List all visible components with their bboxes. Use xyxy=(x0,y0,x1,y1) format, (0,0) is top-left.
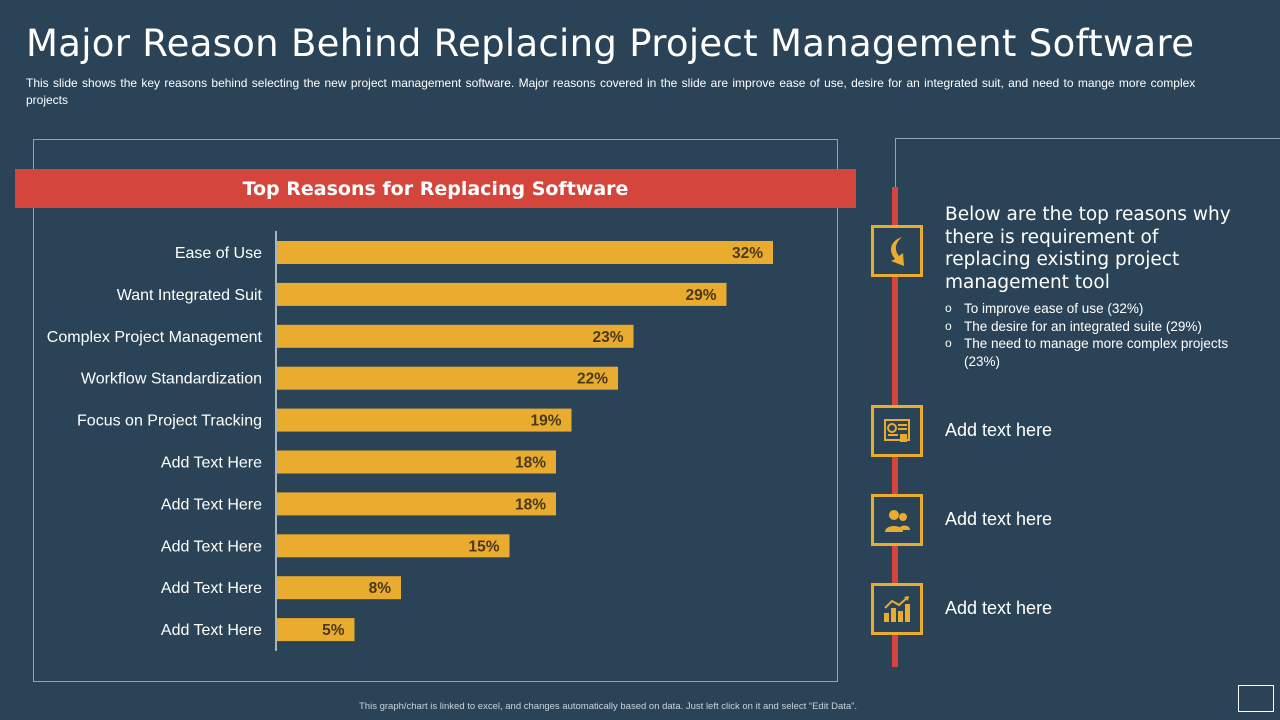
curved-arrow-icon-box xyxy=(871,225,923,277)
slide-subtitle: This slide shows the key reasons behind … xyxy=(26,76,1196,107)
bar[interactable] xyxy=(277,450,556,474)
placeholder-text-2[interactable]: Add text here xyxy=(945,509,1053,529)
bar-value-label: 5% xyxy=(322,622,345,639)
category-label: Add Text Here xyxy=(161,622,262,639)
bar-value-label: 29% xyxy=(685,287,716,304)
growth-chart-icon-box xyxy=(871,583,923,635)
team-people-icon-box xyxy=(871,494,923,546)
side-intro-text: Below are the top reasons why there is r… xyxy=(945,204,1231,293)
bullet-marker: o xyxy=(945,301,952,315)
category-label: Add Text Here xyxy=(161,455,262,472)
bar-value-label: 18% xyxy=(515,455,546,472)
placeholder-text-1[interactable]: Add text here xyxy=(945,420,1053,440)
reason-bullet-list: o To improve ease of use (32%) o The desir… xyxy=(945,300,1245,370)
chart-frame xyxy=(33,139,838,682)
bar-value-label: 22% xyxy=(577,371,608,388)
side-frame-left-border xyxy=(895,138,896,188)
bar-value-label: 18% xyxy=(515,496,546,513)
bar[interactable] xyxy=(277,241,773,264)
bar-value-label: 32% xyxy=(732,245,763,262)
category-label: Complex Project Management xyxy=(47,329,263,346)
category-label: Focus on Project Tracking xyxy=(77,413,262,430)
reason-bullet: o The need to manage more complex project… xyxy=(945,336,1229,369)
category-label: Add Text Here xyxy=(161,580,262,597)
side-frame-top-border xyxy=(895,138,1280,139)
bar-value-label: 15% xyxy=(468,538,499,555)
reason-bullet: o To improve ease of use (32%) xyxy=(945,301,1144,316)
placeholder-text-3[interactable]: Add text here xyxy=(945,598,1053,618)
slide-title: Major Reason Behind Replacing Project Ma… xyxy=(26,22,1195,65)
reason-bullet: o The desire for an integrated suite (29%… xyxy=(945,318,1202,334)
category-label: Workflow Standardization xyxy=(81,371,262,388)
bar[interactable] xyxy=(277,408,572,432)
bar-chart[interactable]: 32% Ease of Use 29% Want Integrated Suit 23%… xyxy=(0,0,860,700)
bar[interactable] xyxy=(277,534,510,558)
corner-placeholder-box xyxy=(1238,685,1274,712)
curved-arrow-icon xyxy=(890,237,904,266)
bar-value-label: 8% xyxy=(369,580,392,597)
bar[interactable] xyxy=(277,282,727,306)
bar[interactable] xyxy=(277,576,401,600)
growth-chart-icon xyxy=(884,596,910,622)
team-people-icon xyxy=(885,510,910,532)
bar-value-label: 19% xyxy=(530,413,561,430)
category-label: Add Text Here xyxy=(161,538,262,555)
bar[interactable] xyxy=(277,492,556,516)
footer-note: This graph/chart is linked to excel, and… xyxy=(359,701,857,712)
bar[interactable] xyxy=(277,366,618,390)
bullet-marker: o xyxy=(945,336,952,350)
chart-title: Top Reasons for Replacing Software xyxy=(15,169,856,208)
category-label: Add Text Here xyxy=(161,496,262,513)
bullet-marker: o xyxy=(945,318,952,333)
bar[interactable] xyxy=(277,618,355,642)
report-document-icon xyxy=(884,419,910,442)
category-label: Want Integrated Suit xyxy=(117,287,263,304)
bar-value-label: 23% xyxy=(592,329,623,346)
category-label: Ease of Use xyxy=(175,245,262,262)
report-document-icon-box xyxy=(871,405,923,457)
bar[interactable] xyxy=(277,324,634,348)
